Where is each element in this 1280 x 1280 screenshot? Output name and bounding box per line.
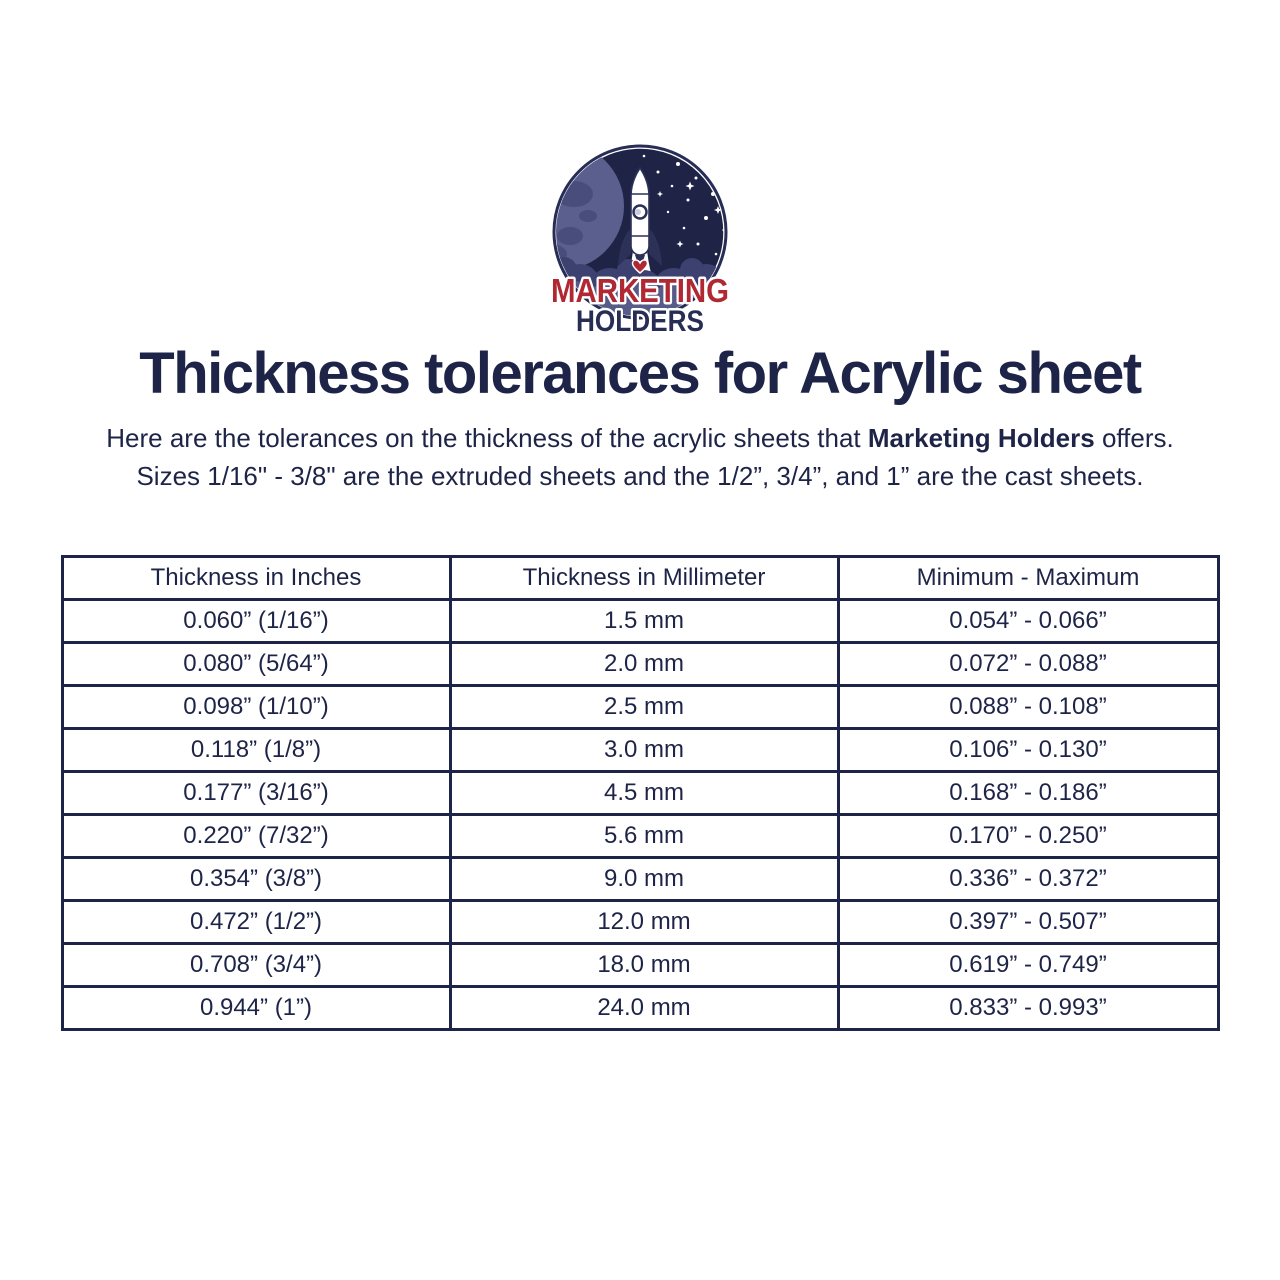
table-cell: 18.0 mm — [448, 942, 840, 988]
table-cell: 0.168” - 0.186” — [836, 770, 1220, 816]
badge-outer-ring — [552, 144, 728, 320]
table-row: 0.080” (5/64”) 2.0 mm 0.072” - 0.088” — [60, 641, 1220, 687]
table-cell: 4.5 mm — [448, 770, 840, 816]
logo-text-holders: HOLDERS — [576, 305, 704, 338]
table-cell: 2.0 mm — [448, 641, 840, 687]
table-cell: 0.472” (1/2”) — [60, 899, 452, 945]
table-cell: 0.220” (7/32”) — [60, 813, 452, 859]
table-cell: 0.397” - 0.507” — [836, 899, 1220, 945]
table-cell: 0.354” (3/8”) — [60, 856, 452, 902]
logo-graphic: MARKETING HOLDERS — [549, 144, 732, 338]
tolerance-table: Thickness in Inches Thickness in Millime… — [60, 555, 1220, 1031]
table-cell: 0.944” (1”) — [60, 985, 452, 1031]
table-cell: 0.170” - 0.250” — [836, 813, 1220, 859]
col-header-thickness-inches: Thickness in Inches — [60, 555, 452, 601]
table-cell: 0.177” (3/16”) — [60, 770, 452, 816]
logo-text-marketing: MARKETING — [551, 272, 729, 309]
description-line2: Sizes 1/16" - 3/8" are the extruded shee… — [136, 461, 1144, 491]
table-cell: 0.080” (5/64”) — [60, 641, 452, 687]
table-cell: 0.833” - 0.993” — [836, 985, 1220, 1031]
table-row: 0.472” (1/2”) 12.0 mm 0.397” - 0.507” — [60, 899, 1220, 945]
brand-name: Marketing Holders — [867, 423, 1095, 453]
table-cell: 0.060” (1/16”) — [60, 598, 452, 644]
table-cell: 0.336” - 0.372” — [836, 856, 1220, 902]
table-row: 0.708” (3/4”) 18.0 mm 0.619” - 0.749” — [60, 942, 1220, 988]
table-row: 0.118” (1/8”) 3.0 mm 0.106” - 0.130” — [60, 727, 1220, 773]
rocket-icon — [618, 166, 662, 274]
table-cell: 0.619” - 0.749” — [836, 942, 1220, 988]
heart-icon — [631, 259, 649, 274]
table-cell: 24.0 mm — [448, 985, 840, 1031]
table-row: 0.060” (1/16”) 1.5 mm 0.054” - 0.066” — [60, 598, 1220, 644]
table-row: 0.098” (1/10”) 2.5 mm 0.088” - 0.108” — [60, 684, 1220, 730]
table-cell: 0.054” - 0.066” — [836, 598, 1220, 644]
table-cell: 0.118” (1/8”) — [60, 727, 452, 773]
table-cell: 0.072” - 0.088” — [836, 641, 1220, 687]
description: Here are the tolerances on the thickness… — [45, 419, 1235, 495]
table-header-row: Thickness in Inches Thickness in Millime… — [60, 555, 1220, 601]
table-cell: 12.0 mm — [448, 899, 840, 945]
table-cell: 0.098” (1/10”) — [60, 684, 452, 730]
table-cell: 0.708” (3/4”) — [60, 942, 452, 988]
col-header-min-max: Minimum - Maximum — [836, 555, 1220, 601]
table-cell: 1.5 mm — [448, 598, 840, 644]
description-text: Here are the tolerances on the thickness… — [106, 423, 868, 453]
table-row: 0.944” (1”) 24.0 mm 0.833” - 0.993” — [60, 985, 1220, 1031]
table-body: 0.060” (1/16”) 1.5 mm 0.054” - 0.066” 0.080… — [60, 598, 1220, 1031]
table-row: 0.220” (7/32”) 5.6 mm 0.170” - 0.250” — [60, 813, 1220, 859]
table-cell: 2.5 mm — [448, 684, 840, 730]
col-header-thickness-millimeter: Thickness in Millimeter — [448, 555, 840, 601]
description-text: offers. — [1094, 423, 1174, 453]
table-cell: 0.106” - 0.130” — [836, 727, 1220, 773]
table-row: 0.354” (3/8”) 9.0 mm 0.336” - 0.372” — [60, 856, 1220, 902]
marketing-holders-logo: MARKETING HOLDERS — [0, 0, 1280, 343]
table-cell: 5.6 mm — [448, 813, 840, 859]
table-cell: 0.088” - 0.108” — [836, 684, 1220, 730]
page-title: Thickness tolerances for Acrylic sheet — [139, 341, 1142, 406]
description-line1: Here are the tolerances on the thickness… — [106, 423, 1173, 453]
table-row: 0.177” (3/16”) 4.5 mm 0.168” - 0.186” — [60, 770, 1220, 816]
table-cell: 9.0 mm — [448, 856, 840, 902]
table-cell: 3.0 mm — [448, 727, 840, 773]
